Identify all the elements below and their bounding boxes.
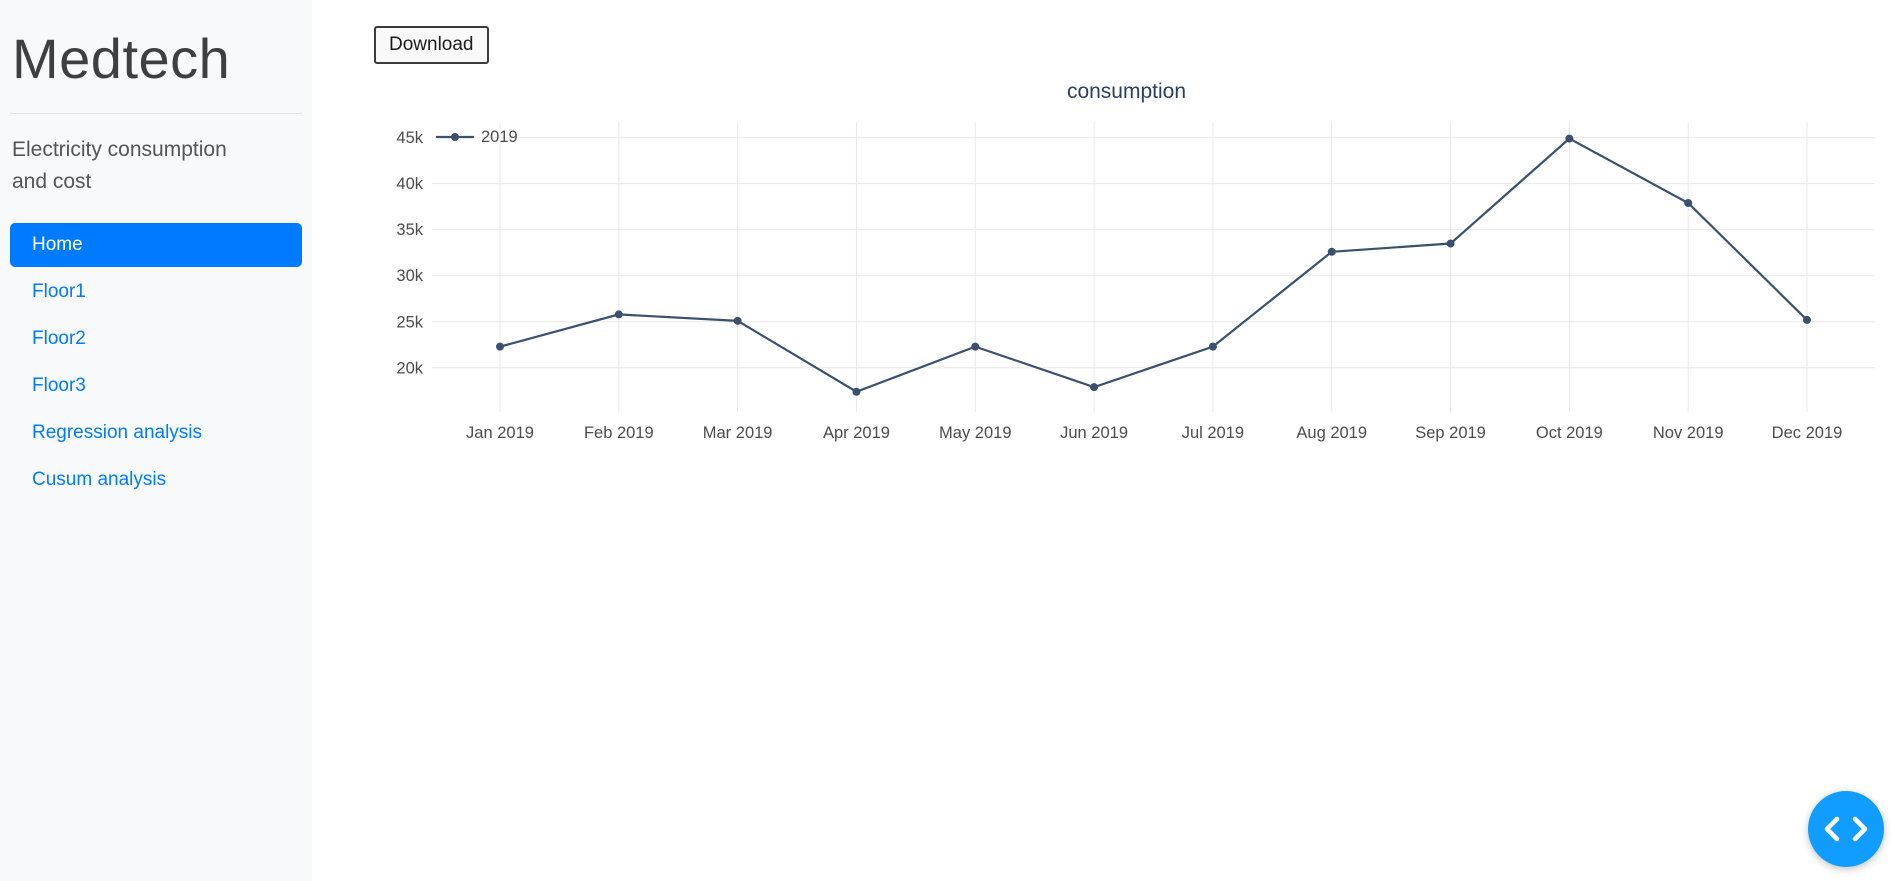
svg-text:Dec 2019: Dec 2019 bbox=[1772, 424, 1843, 442]
data-point[interactable] bbox=[1208, 342, 1217, 351]
sidebar-item-cusum-analysis[interactable]: Cusum analysis bbox=[32, 469, 167, 490]
chart-plot-area[interactable]: 20k 25k 30k 35k 40k 45k Jan 2019 Feb 2019 Mar 20… bbox=[374, 112, 1879, 457]
sidebar: Medtech Electricity consumption and cost… bbox=[0, 0, 312, 881]
sidebar-item-floor3[interactable]: Floor3 bbox=[32, 375, 86, 396]
data-point[interactable] bbox=[971, 342, 980, 351]
svg-text:Sep 2019: Sep 2019 bbox=[1415, 424, 1486, 442]
data-point[interactable] bbox=[614, 310, 623, 319]
data-point[interactable] bbox=[1327, 247, 1336, 256]
svg-text:Aug 2019: Aug 2019 bbox=[1296, 424, 1367, 442]
data-point[interactable] bbox=[852, 387, 861, 396]
svg-text:20k: 20k bbox=[396, 359, 423, 377]
chart-title: consumption bbox=[1066, 80, 1187, 103]
sidebar-nav: Home Floor1 Floor2 Floor3 Regression ana… bbox=[10, 223, 302, 505]
sidebar-divider bbox=[10, 113, 302, 114]
svg-text:Mar 2019: Mar 2019 bbox=[703, 424, 773, 442]
data-point[interactable] bbox=[496, 342, 504, 351]
gridlines bbox=[432, 122, 1875, 412]
sidebar-item-regression-analysis[interactable]: Regression analysis bbox=[32, 422, 203, 443]
legend[interactable]: 2019 bbox=[436, 128, 518, 146]
code-chevrons-icon bbox=[1824, 816, 1868, 842]
series-markers[interactable] bbox=[496, 134, 1811, 396]
consumption-chart: consumption 20k 25k 30k 35k 40k 45k Jan 2019 Fe… bbox=[374, 80, 1879, 462]
sidebar-item-home[interactable]: Home bbox=[10, 223, 302, 267]
main-content: Download consumption 20k 25k 30k 35k 40k 45k J… bbox=[312, 0, 1892, 881]
svg-text:Nov 2019: Nov 2019 bbox=[1653, 424, 1724, 442]
svg-text:30k: 30k bbox=[396, 267, 423, 285]
data-point[interactable] bbox=[1684, 199, 1693, 208]
download-button[interactable]: Download bbox=[374, 26, 489, 64]
sidebar-item-floor2[interactable]: Floor2 bbox=[32, 328, 86, 349]
brand-title: Medtech bbox=[12, 27, 231, 90]
svg-text:Jun 2019: Jun 2019 bbox=[1060, 424, 1128, 442]
svg-text:35k: 35k bbox=[396, 221, 423, 239]
x-axis-labels: Jan 2019 Feb 2019 Mar 2019 Apr 2019 May 2019… bbox=[466, 424, 1842, 442]
svg-text:25k: 25k bbox=[396, 313, 423, 331]
data-point[interactable] bbox=[1565, 134, 1574, 143]
y-axis-labels: 20k 25k 30k 35k 40k 45k bbox=[396, 129, 423, 377]
svg-text:40k: 40k bbox=[396, 175, 423, 193]
debug-menu-button[interactable] bbox=[1808, 791, 1884, 867]
sidebar-item-floor1[interactable]: Floor1 bbox=[32, 281, 86, 302]
sidebar-subtitle: Electricity consumption and cost bbox=[12, 138, 227, 193]
data-point[interactable] bbox=[1090, 383, 1099, 392]
svg-text:Feb 2019: Feb 2019 bbox=[584, 424, 654, 442]
series-line-2019[interactable] bbox=[499, 137, 1808, 393]
svg-text:May 2019: May 2019 bbox=[939, 424, 1011, 442]
svg-text:Oct 2019: Oct 2019 bbox=[1536, 424, 1603, 442]
svg-text:45k: 45k bbox=[396, 129, 423, 147]
data-point[interactable] bbox=[1803, 315, 1811, 324]
svg-text:Jan 2019: Jan 2019 bbox=[466, 424, 534, 442]
svg-text:Apr 2019: Apr 2019 bbox=[823, 424, 890, 442]
legend-label: 2019 bbox=[481, 128, 518, 146]
data-point[interactable] bbox=[733, 316, 742, 325]
data-point[interactable] bbox=[1446, 239, 1455, 248]
svg-text:Jul 2019: Jul 2019 bbox=[1182, 424, 1244, 442]
